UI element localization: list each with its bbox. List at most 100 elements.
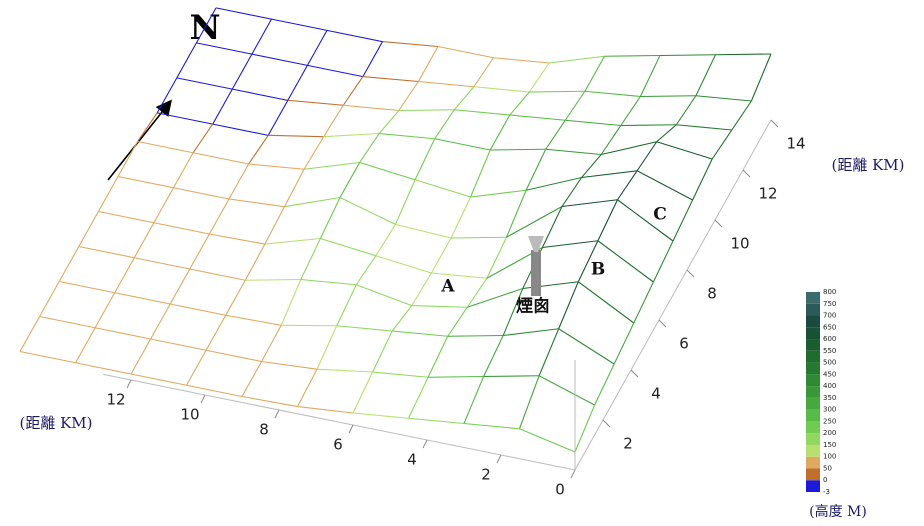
surface-wire xyxy=(640,96,696,97)
surface-wire xyxy=(399,82,419,111)
surface-wire xyxy=(673,200,693,241)
surface-wire xyxy=(157,113,213,124)
legend-band xyxy=(806,316,820,328)
surface-wire xyxy=(298,369,318,406)
x-tick xyxy=(497,455,501,463)
surface-wire xyxy=(637,171,693,200)
y-tick-label: 8 xyxy=(707,285,717,303)
x-tick-label: 0 xyxy=(555,481,565,499)
surface-wire xyxy=(363,77,419,82)
surface-wire xyxy=(539,329,559,376)
x-tick xyxy=(201,395,205,403)
surface-wire xyxy=(131,374,187,385)
x-tick xyxy=(571,470,575,478)
legend-band xyxy=(806,386,820,398)
surface-wire xyxy=(187,350,207,385)
surface-wire xyxy=(490,115,510,150)
surface-wire xyxy=(542,207,562,248)
surface-wire xyxy=(451,237,507,238)
annotation: B xyxy=(591,260,605,280)
legend-label: 350 xyxy=(823,394,836,402)
x-tick xyxy=(275,410,279,418)
annotation: C xyxy=(653,205,667,225)
surface-wire xyxy=(343,77,363,106)
surface-wire xyxy=(307,65,363,76)
surface-wire xyxy=(565,91,585,120)
surface-wire xyxy=(621,125,677,126)
surface-wire xyxy=(232,89,287,100)
surface-wire xyxy=(118,142,138,177)
surface-wire xyxy=(245,244,265,280)
legend-label: 450 xyxy=(823,370,836,378)
x-tick-label: 4 xyxy=(407,451,417,469)
surface-wire xyxy=(353,413,409,418)
surface-wire xyxy=(324,105,344,136)
surface-wire xyxy=(337,285,357,326)
surface-wire xyxy=(95,293,115,328)
surface-wire xyxy=(298,407,354,413)
surface-wire xyxy=(360,163,416,180)
surface-wire xyxy=(539,376,595,405)
surface-wire xyxy=(520,376,540,429)
surface-wire xyxy=(487,237,507,278)
legend-label: 650 xyxy=(823,323,836,331)
surface-wire xyxy=(118,177,174,188)
legend-title: (高度 M) xyxy=(809,503,867,520)
surface-wire xyxy=(320,198,340,239)
surface-wire xyxy=(353,372,373,413)
surface-wire xyxy=(559,329,615,364)
surface-wire xyxy=(507,190,527,237)
y-axis-title: (距離 KM) xyxy=(831,156,904,174)
surface-wire xyxy=(605,56,661,57)
surface-wire xyxy=(601,142,657,155)
surface-wire xyxy=(95,328,151,339)
legend-band xyxy=(806,421,820,433)
surface-wire xyxy=(383,42,439,47)
surface-wire xyxy=(379,111,399,134)
surface-wire xyxy=(454,87,474,110)
x-tick-label: 12 xyxy=(106,391,125,409)
surface-wire xyxy=(79,212,99,247)
surface-wire xyxy=(621,97,641,126)
surface-wire xyxy=(598,200,618,241)
surface-wire xyxy=(324,134,380,137)
surface-wire xyxy=(653,241,673,282)
x-axis-title: (距離 KM) xyxy=(19,414,92,432)
surface-wire xyxy=(115,293,171,304)
x-tick-label: 6 xyxy=(333,436,343,454)
surface-wire xyxy=(520,429,576,452)
legend-band xyxy=(806,457,820,469)
surface-wire xyxy=(474,87,530,92)
surface-wire xyxy=(471,150,491,197)
surface-wire xyxy=(415,139,435,180)
surface-wire xyxy=(435,110,455,139)
surface-wire xyxy=(190,269,246,280)
surface-wire xyxy=(340,163,360,198)
x-tick-label: 8 xyxy=(259,421,269,439)
surface-wire xyxy=(412,306,468,308)
surface-wire xyxy=(20,352,76,363)
surface-wire xyxy=(40,282,60,317)
surface-wire xyxy=(206,350,262,361)
surface-wire xyxy=(657,125,677,142)
surface-wire xyxy=(490,149,546,150)
surface-wire xyxy=(252,19,272,54)
surface-wire xyxy=(206,315,226,350)
annotation: 煙囪 xyxy=(516,296,550,317)
legend-band xyxy=(806,363,820,375)
surface-wire xyxy=(337,326,393,331)
surface-wire xyxy=(585,56,605,91)
annotation: A xyxy=(440,277,455,297)
surface-wire xyxy=(285,169,305,206)
surface-wire xyxy=(660,55,716,56)
surface-wire xyxy=(396,224,452,238)
legend-label: -3 xyxy=(823,488,830,496)
surface-wire xyxy=(245,280,300,281)
legend-band xyxy=(806,410,820,422)
surface-wire xyxy=(696,55,716,96)
surface-wire xyxy=(595,364,615,405)
surface-wire xyxy=(216,8,272,19)
surface-wire xyxy=(559,282,579,329)
surface-wire xyxy=(138,142,194,153)
surface-wire xyxy=(376,256,432,273)
